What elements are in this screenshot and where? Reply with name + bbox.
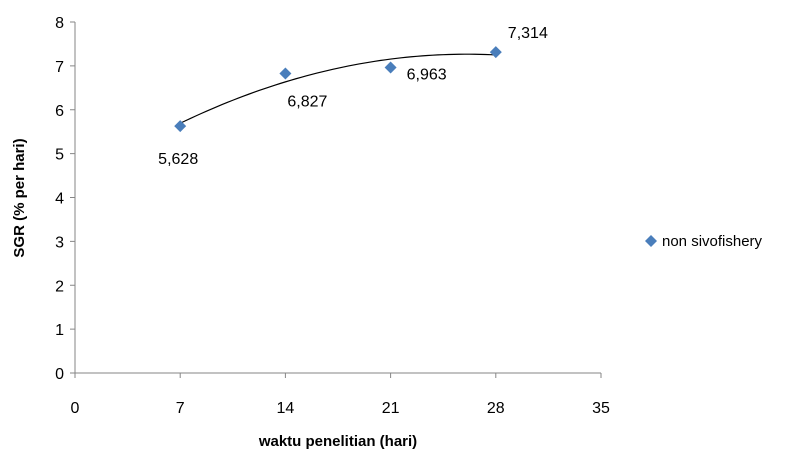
- y-tick-label: 2: [55, 278, 64, 295]
- legend-marker-diamond-icon: [645, 235, 657, 247]
- tick-labels-group: 0 1 2 3 4 5 6 7 8 0 7 14 21 28 35: [55, 15, 610, 417]
- data-point-diamond: [384, 61, 397, 74]
- trendline: [179, 53, 496, 124]
- x-axis-title: waktu penelitian (hari): [258, 433, 417, 450]
- y-tick-label: 0: [55, 366, 64, 383]
- data-point-diamond: [489, 46, 502, 59]
- y-tick-label: 6: [55, 103, 64, 120]
- y-tick-label: 5: [55, 147, 64, 164]
- x-tick-label: 35: [592, 400, 610, 417]
- x-tick-label: 0: [71, 400, 80, 417]
- trendline-group: [179, 53, 496, 124]
- y-tick-label: 1: [55, 322, 64, 339]
- data-label: 6,827: [287, 93, 327, 110]
- x-tick-label: 28: [487, 400, 505, 417]
- data-label: 7,314: [508, 25, 548, 42]
- x-tick-label: 21: [382, 400, 400, 417]
- axes-group: [70, 21, 602, 378]
- y-tick-label: 7: [55, 59, 64, 76]
- y-tick-label: 3: [55, 234, 64, 251]
- data-label: 5,628: [158, 151, 198, 168]
- y-axis-title: SGR (% per hari): [11, 138, 28, 257]
- data-points-group: [174, 46, 502, 133]
- data-labels-group: 5,628 6,827 6,963 7,314: [158, 25, 548, 168]
- x-tick-label: 14: [277, 400, 295, 417]
- data-point-diamond: [174, 120, 187, 133]
- x-tick-label: 7: [176, 400, 185, 417]
- data-label: 6,963: [407, 66, 447, 83]
- y-tick-label: 4: [55, 191, 64, 208]
- y-tick-label: 8: [55, 15, 64, 32]
- legend-label: non sivofishery: [662, 233, 763, 250]
- legend: non sivofishery: [645, 233, 763, 250]
- data-point-diamond: [279, 67, 292, 80]
